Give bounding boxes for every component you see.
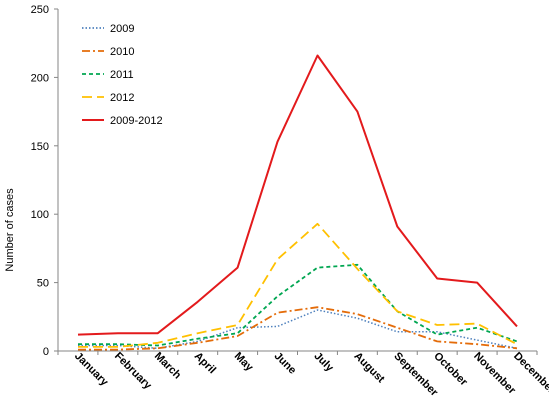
legend-label: 2011 xyxy=(110,69,134,81)
legend-label: 2009-2012 xyxy=(110,115,163,127)
series-line-2011 xyxy=(78,263,518,347)
legend-label: 2012 xyxy=(110,92,134,104)
x-tick-label: August xyxy=(351,350,387,386)
series-line-2010 xyxy=(78,306,518,351)
x-tick-label: April xyxy=(192,350,218,376)
x-tick-label: January xyxy=(72,350,111,389)
y-tick-label: 0 xyxy=(43,346,49,358)
chart-series xyxy=(77,54,518,351)
chart-legend: 2009 2010 2011 2012 2009-2012 xyxy=(82,23,163,127)
x-tick-label: October xyxy=(431,350,470,389)
series-line-2012 xyxy=(78,222,518,348)
series-line-2009 xyxy=(78,309,518,350)
y-tick-label: 50 xyxy=(37,278,49,290)
x-tick-label: May xyxy=(232,350,256,374)
legend-label: 2009 xyxy=(110,23,134,35)
x-tick-label: July xyxy=(312,350,337,375)
x-tick-label: June xyxy=(272,350,299,377)
y-tick-label: 100 xyxy=(31,209,49,221)
y-tick-label: 150 xyxy=(31,141,49,153)
x-tick-label: December xyxy=(511,350,549,397)
series-line-2009-2012 xyxy=(77,54,518,336)
y-tick-label: 200 xyxy=(31,72,49,84)
x-tick-label: March xyxy=(152,350,184,382)
y-tick-label: 250 xyxy=(31,4,49,16)
legend-label: 2010 xyxy=(110,46,134,58)
y-axis-label: Number of cases xyxy=(4,188,16,272)
x-tick-label: February xyxy=(112,350,154,392)
